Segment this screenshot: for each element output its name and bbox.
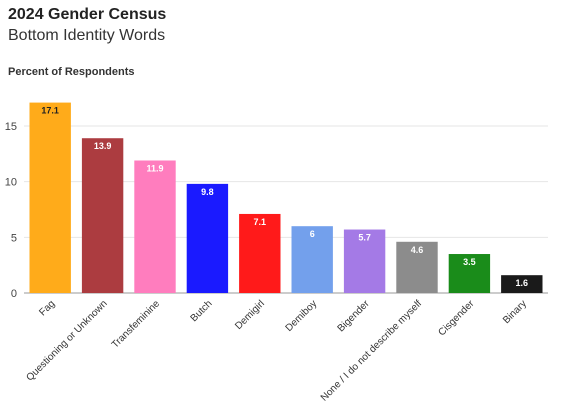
data-label: 17.1 — [41, 106, 59, 116]
x-tick-label: Cisgender — [437, 298, 477, 338]
data-label: 7.1 — [254, 217, 267, 227]
chart-title: 2024 Gender Census — [8, 6, 167, 23]
x-tick-label: Demiboy — [284, 298, 320, 334]
x-tick-label: Bigender — [336, 298, 373, 335]
bar — [239, 213, 281, 293]
data-label: 1.6 — [516, 278, 529, 288]
x-tick-label: Binary — [501, 298, 529, 326]
data-label: 5.7 — [358, 233, 371, 243]
bar — [343, 229, 386, 293]
bar — [81, 138, 124, 293]
data-label: 9.8 — [201, 187, 214, 197]
chart-subtitle: Bottom Identity Words — [8, 27, 166, 44]
bar — [448, 254, 491, 293]
x-tick-label: None / I do not describe myself — [319, 298, 424, 403]
y-tick-label: 0 — [11, 288, 17, 300]
y-tick-label: 15 — [5, 121, 17, 133]
bar — [291, 226, 333, 293]
bar — [29, 102, 71, 293]
x-tick-label: Transfeminine — [110, 298, 163, 351]
data-label: 3.5 — [463, 257, 476, 267]
bar — [396, 241, 438, 293]
y-tick-label: 10 — [5, 177, 17, 189]
data-label: 6 — [310, 229, 315, 239]
data-label: 13.9 — [94, 141, 112, 151]
x-tick-label: Butch — [189, 298, 215, 324]
y-tick-label: 5 — [11, 232, 17, 244]
bar — [186, 183, 229, 293]
bar — [501, 275, 543, 293]
x-tick-label: Fag — [37, 298, 57, 318]
x-tick-label: Demigirl — [233, 298, 267, 332]
data-label: 4.6 — [411, 245, 424, 255]
data-label: 11.9 — [146, 163, 163, 173]
y-axis-label: Percent of Respondents — [8, 66, 135, 78]
bar — [134, 160, 176, 293]
